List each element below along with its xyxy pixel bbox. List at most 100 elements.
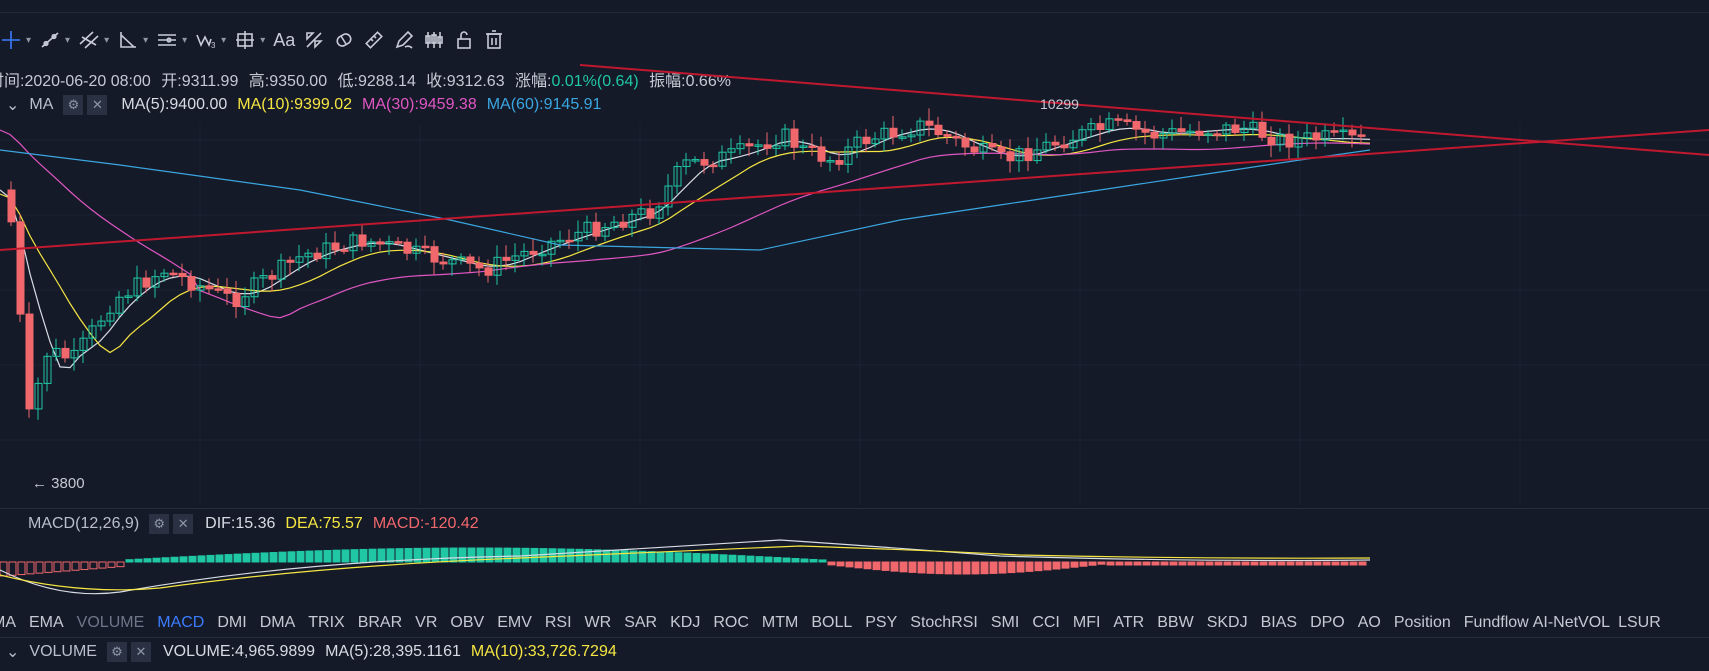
candles-tool[interactable]: [423, 25, 445, 55]
candle: [286, 259, 295, 263]
tab-obv[interactable]: OBV: [450, 614, 485, 631]
horizontal-lines-icon: [158, 34, 177, 46]
tab-ema[interactable]: EMA: [29, 614, 64, 631]
tab-smi[interactable]: SMI: [990, 614, 1020, 631]
tab-sar[interactable]: SAR: [624, 614, 658, 631]
macd-bar: [1241, 561, 1250, 566]
candle: [808, 145, 817, 148]
ohlc-info-bar: 时间:2020-06-20 08:00 开:9311.99 高:9350.00 …: [0, 67, 731, 90]
close-label: 收:: [426, 73, 447, 90]
candle: [232, 292, 241, 308]
wave-icon: 3: [196, 34, 216, 50]
close-icon[interactable]: ✕: [130, 642, 151, 662]
candle: [421, 245, 430, 249]
candle: [619, 221, 628, 228]
tab-stochrsi[interactable]: StochRSI: [910, 614, 978, 631]
pen-tool[interactable]: [393, 25, 415, 55]
chevron-down-icon[interactable]: ⌄: [6, 97, 20, 114]
tab-dpo[interactable]: DPO: [1310, 614, 1345, 631]
parallel-lines-tool[interactable]: ▾: [78, 25, 109, 55]
tab-roc[interactable]: ROC: [713, 614, 749, 631]
close-icon[interactable]: ✕: [173, 514, 194, 534]
tab-boll[interactable]: BOLL: [811, 614, 853, 631]
chevron-down-icon[interactable]: ⌄: [6, 644, 20, 661]
crosshair-tool[interactable]: ▾: [0, 25, 31, 55]
ma30-value: MA(30):9459.38: [361, 96, 477, 113]
tab-trix[interactable]: TRIX: [308, 614, 345, 631]
horizontal-lines-tool[interactable]: ▾: [156, 25, 187, 55]
trend-line-tool[interactable]: ▾: [39, 25, 70, 55]
macd-bar: [296, 550, 305, 563]
macd-bar: [764, 556, 773, 563]
tab-fundflow[interactable]: Fundflow: [1463, 614, 1529, 631]
tab-skdj[interactable]: SKDJ: [1206, 614, 1248, 631]
tab-bbw[interactable]: BBW: [1157, 614, 1194, 631]
close-icon[interactable]: ✕: [87, 95, 108, 115]
macd-bar: [215, 554, 224, 563]
candle: [880, 127, 889, 140]
rectangle-tool[interactable]: ▾: [234, 25, 265, 55]
tab-emv[interactable]: EMV: [497, 614, 532, 631]
amplitude-label: 振幅:: [649, 73, 686, 90]
candle: [466, 256, 475, 264]
tab-dma[interactable]: DMA: [259, 614, 296, 631]
text-tool[interactable]: Aa: [273, 25, 295, 55]
eraser-tool[interactable]: [333, 25, 355, 55]
tab-bias[interactable]: BIAS: [1260, 614, 1298, 631]
macd-bar: [692, 553, 701, 563]
tab-vr[interactable]: VR: [415, 614, 438, 631]
trash-tool[interactable]: [483, 25, 505, 55]
volume-value: VOLUME:4,965.9899: [162, 643, 316, 660]
tab-psy[interactable]: PSY: [865, 614, 898, 631]
macd-bar: [1259, 561, 1268, 566]
pattern-tool[interactable]: [303, 25, 325, 55]
tab-cci[interactable]: CCI: [1032, 614, 1060, 631]
tab-macd[interactable]: MACD: [157, 614, 205, 631]
candle: [403, 241, 412, 254]
macd-bar: [980, 561, 989, 575]
macd-bar: [512, 547, 521, 563]
tab-rsi[interactable]: RSI: [544, 614, 572, 631]
lock-tool[interactable]: [453, 25, 475, 55]
macd-bar: [593, 549, 602, 563]
tab-position[interactable]: Position: [1393, 614, 1451, 631]
candle: [223, 288, 232, 294]
tab-mtm[interactable]: MTM: [761, 614, 799, 631]
change-label: 涨幅:: [515, 73, 552, 90]
gear-icon[interactable]: ⚙: [106, 642, 127, 662]
tab-lsur[interactable]: LSUR: [1618, 614, 1661, 631]
candle: [169, 272, 178, 276]
tab-brar[interactable]: BRAR: [357, 614, 403, 631]
macd-bar: [926, 561, 935, 574]
candle: [1105, 118, 1114, 130]
tab-ao[interactable]: AO: [1357, 614, 1381, 631]
tab-atr[interactable]: ATR: [1113, 614, 1145, 631]
candle: [835, 160, 844, 165]
tab-ma[interactable]: MA: [0, 614, 16, 631]
macd-bar: [1358, 561, 1367, 566]
macd-bar: [1295, 561, 1304, 566]
gear-icon[interactable]: ⚙: [63, 95, 84, 115]
macd-bar: [449, 547, 458, 563]
tab-mfi[interactable]: MFI: [1072, 614, 1101, 631]
ma5-value: MA(5):9400.00: [121, 96, 228, 113]
gear-icon[interactable]: ⚙: [149, 514, 170, 534]
tab-kdj[interactable]: KDJ: [670, 614, 701, 631]
ruler-tool[interactable]: [363, 25, 385, 55]
tab-volume[interactable]: VOLUME: [76, 614, 145, 631]
candle: [898, 136, 907, 139]
macd-bar: [602, 549, 611, 563]
candle: [583, 221, 592, 233]
candle: [547, 240, 556, 255]
tab-wr[interactable]: WR: [584, 614, 612, 631]
candle: [574, 231, 583, 242]
wave-tool[interactable]: 3 ▾: [195, 25, 226, 55]
tab-ai-netvol[interactable]: AI-NetVOL: [1532, 614, 1611, 631]
macd-bar: [674, 552, 683, 563]
candle: [52, 347, 61, 357]
angle-tool[interactable]: ▾: [117, 25, 148, 55]
tab-dmi[interactable]: DMI: [217, 614, 247, 631]
candle: [484, 267, 493, 276]
macd-bar: [467, 547, 476, 563]
